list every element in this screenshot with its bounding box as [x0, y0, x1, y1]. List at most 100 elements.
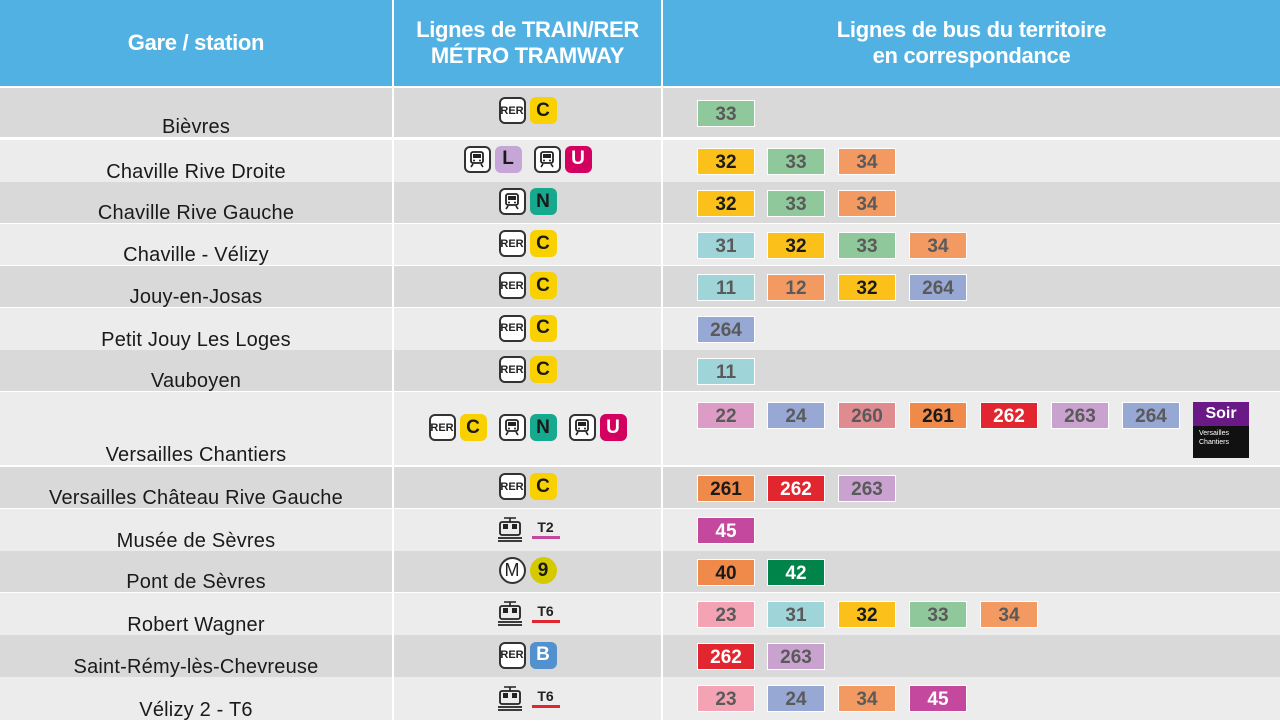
line-group: T2: [496, 515, 560, 543]
station-cell: Vélizy 2 - T6: [0, 677, 392, 720]
bus-line-badge[interactable]: 33: [767, 190, 825, 217]
bus-line-badge[interactable]: 33: [697, 100, 755, 127]
lines-cell: RER B: [394, 635, 661, 677]
bus-line-badge[interactable]: 264: [1122, 402, 1180, 429]
bus-line-badge[interactable]: 11: [697, 358, 755, 385]
rer-icon: RER: [498, 230, 526, 257]
station-cell: Vauboyen: [0, 350, 392, 391]
line-group: RER C: [498, 473, 557, 500]
bus-line-badge[interactable]: 264: [697, 316, 755, 343]
bus-line-badge[interactable]: 34: [909, 232, 967, 259]
bus-line-badge[interactable]: 40: [697, 559, 755, 586]
bus-lines-cell: 11 12 32 264: [663, 266, 1280, 307]
bus-line-badge[interactable]: 33: [838, 232, 896, 259]
line-badge: C: [529, 97, 557, 124]
line-badge: U: [599, 414, 627, 441]
bus-line-badge[interactable]: 34: [838, 685, 896, 712]
bus-line-badge[interactable]: 45: [697, 517, 755, 544]
bus-line-badge[interactable]: 33: [767, 148, 825, 175]
station-cell: Robert Wagner: [0, 593, 392, 635]
metro-icon: M: [498, 557, 526, 584]
bus-line-badge[interactable]: 23: [697, 685, 755, 712]
bus-line-badge[interactable]: 34: [838, 190, 896, 217]
bus-line-badge[interactable]: 263: [1051, 402, 1109, 429]
bus-line-badge[interactable]: 34: [838, 148, 896, 175]
bus-line-badge[interactable]: 263: [767, 643, 825, 670]
line-badge: L: [494, 145, 522, 173]
bus-lines-cell: 31 32 33 34: [663, 224, 1280, 265]
station-cell: Jouy-en-Josas: [0, 266, 392, 307]
bus-line-badge[interactable]: 262: [980, 402, 1038, 429]
train-icon: [568, 414, 596, 441]
bus-line-badge[interactable]: 24: [767, 402, 825, 429]
bus-line-badge[interactable]: 22: [697, 402, 755, 429]
line-group: U: [533, 145, 592, 173]
bus-line-badge[interactable]: 260: [838, 402, 896, 429]
bus-line-badge[interactable]: 23: [697, 601, 755, 628]
bus-line-badge[interactable]: 31: [697, 232, 755, 259]
bus-line-badge[interactable]: 33: [909, 601, 967, 628]
lines-cell: RER C: [394, 266, 661, 307]
line-group: RER C: [498, 314, 557, 342]
table-row: Chaville - Vélizy RER C 31 32 33 34: [0, 224, 1280, 265]
bus-line-badge[interactable]: 11: [697, 274, 755, 301]
line-badge: T2: [531, 516, 560, 542]
bus-lines-cell: 261 262 263: [663, 467, 1280, 508]
soir-sublabel: Versailles Chantiers: [1193, 426, 1249, 458]
table-row: Bièvres RER C 33: [0, 88, 1280, 137]
bus-lines-cell: 23 24 34 45: [663, 677, 1280, 720]
line-badge: C: [529, 272, 557, 299]
table-row: Vauboyen RER C 11: [0, 350, 1280, 391]
bus-lines-cell: 40 42: [663, 551, 1280, 592]
table-row: Pont de Sèvres M 9 40 42: [0, 551, 1280, 592]
station-cell: Petit Jouy Les Loges: [0, 308, 392, 350]
line-group: T6: [496, 599, 560, 627]
table-row: Musée de Sèvres T2 45: [0, 509, 1280, 551]
line-badge: 9: [529, 557, 557, 584]
bus-lines-cell: 264: [663, 308, 1280, 350]
bus-line-badge[interactable]: 262: [697, 643, 755, 670]
station-name: Versailles Chantiers: [105, 444, 287, 466]
station-name: Chaville - Vélizy: [123, 244, 269, 266]
bus-line-badge[interactable]: 261: [909, 402, 967, 429]
soir-label: Soir: [1193, 402, 1249, 426]
bus-line-badge[interactable]: 12: [767, 274, 825, 301]
station-name: Chaville Rive Gauche: [97, 202, 295, 224]
bus-line-badge[interactable]: 31: [767, 601, 825, 628]
bus-lines-cell: 262 263: [663, 635, 1280, 677]
tram-icon: [496, 599, 524, 627]
train-icon: [498, 188, 526, 215]
bus-line-badge[interactable]: 42: [767, 559, 825, 586]
rer-icon: RER: [498, 97, 526, 124]
bus-line-badge[interactable]: 45: [909, 685, 967, 712]
station-name: Robert Wagner: [127, 614, 265, 636]
station-name: Petit Jouy Les Loges: [101, 329, 291, 351]
station-cell: Bièvres: [0, 88, 392, 137]
bus-line-badge[interactable]: 32: [838, 601, 896, 628]
bus-line-badge[interactable]: 34: [980, 601, 1038, 628]
line-badge: T6: [531, 600, 560, 626]
rer-icon: RER: [498, 314, 526, 342]
bus-line-badge[interactable]: 32: [697, 190, 755, 217]
soir-badge[interactable]: Soir Versailles Chantiers: [1193, 402, 1249, 458]
table-row: Vélizy 2 - T6 T6 23 24 34 45: [0, 677, 1280, 720]
bus-line-badge[interactable]: 261: [697, 475, 755, 502]
rer-icon: RER: [428, 414, 456, 441]
station-name: Jouy-en-Josas: [129, 286, 263, 308]
lines-cell: T6: [394, 677, 661, 720]
bus-line-badge[interactable]: 263: [838, 475, 896, 502]
line-group: RER C: [498, 230, 557, 257]
table-row: Versailles Chantiers RER C N U 22 24 260 261 262 2…: [0, 392, 1280, 465]
table-row: Chaville Rive Gauche N 32 33 34: [0, 182, 1280, 223]
bus-line-badge[interactable]: 32: [838, 274, 896, 301]
bus-line-badge[interactable]: 24: [767, 685, 825, 712]
train-icon: [463, 145, 491, 173]
train-icon: [533, 145, 561, 173]
table-row: Petit Jouy Les Loges RER C 264: [0, 308, 1280, 350]
bus-line-badge[interactable]: 32: [767, 232, 825, 259]
bus-line-badge[interactable]: 262: [767, 475, 825, 502]
bus-line-badge[interactable]: 264: [909, 274, 967, 301]
bus-line-badge[interactable]: 32: [697, 148, 755, 175]
line-badge: N: [529, 188, 557, 215]
station-cell: Versailles Château Rive Gauche: [0, 467, 392, 508]
